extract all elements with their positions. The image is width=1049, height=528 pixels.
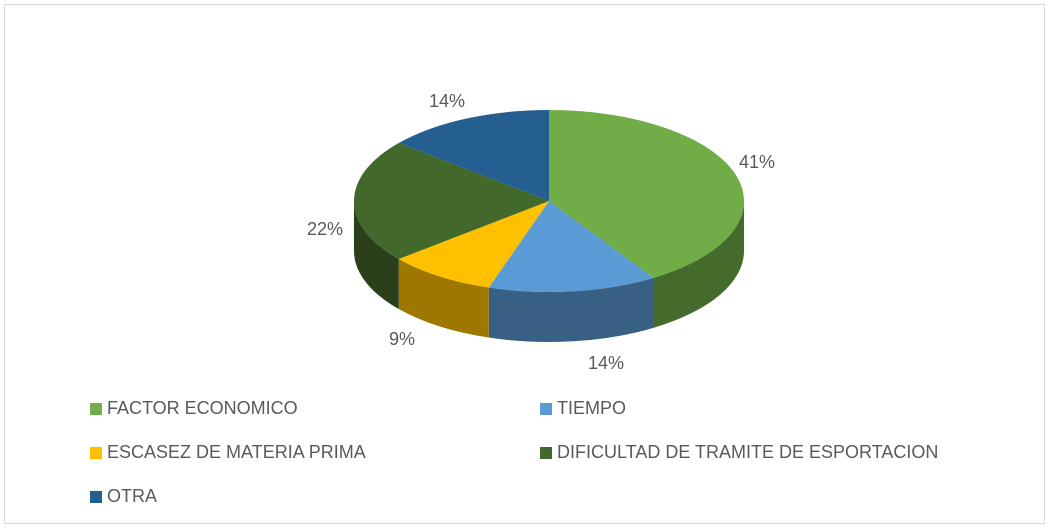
legend-swatch xyxy=(540,403,552,415)
data-label: 9% xyxy=(389,329,415,349)
legend-label: TIEMPO xyxy=(557,398,626,418)
data-label: 14% xyxy=(588,353,624,373)
legend-label: FACTOR ECONOMICO xyxy=(107,398,298,418)
legend-swatch xyxy=(540,447,552,459)
data-label: 41% xyxy=(739,152,775,172)
legend-swatch xyxy=(90,447,102,459)
slice-side xyxy=(488,277,654,342)
slice xyxy=(353,142,549,260)
legend-label: OTRA xyxy=(107,486,157,506)
data-label: 14% xyxy=(429,91,465,111)
slice xyxy=(398,110,549,201)
legend-label: ESCASEZ DE MATERIA PRIMA xyxy=(107,442,366,462)
slice-side xyxy=(398,259,489,338)
slice-side xyxy=(653,201,744,328)
slice xyxy=(549,110,744,278)
legend-swatch xyxy=(90,403,102,415)
data-label: 22% xyxy=(307,219,343,239)
slice-side xyxy=(354,201,399,310)
legend-label: DIFICULTAD DE TRAMITE DE ESPORTACION xyxy=(557,442,938,462)
slice xyxy=(488,201,654,292)
legend-swatch xyxy=(90,491,102,503)
slice xyxy=(398,201,549,288)
